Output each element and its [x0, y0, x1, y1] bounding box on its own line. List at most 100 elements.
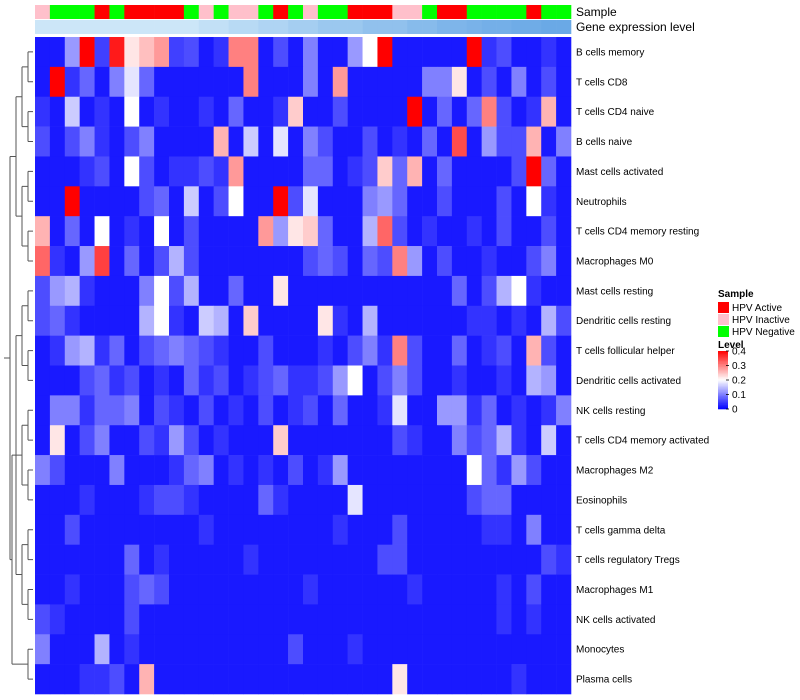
heatmap-cell [392, 335, 408, 366]
heatmap-cell [35, 275, 51, 307]
heatmap-cell [556, 96, 572, 127]
heatmap-cell [332, 246, 348, 277]
heatmap-cell [556, 156, 572, 187]
heatmap-cell [169, 335, 185, 366]
heatmap-cell [392, 246, 408, 277]
heatmap-cell [392, 126, 408, 157]
level-legend-tick-label: 0.1 [732, 390, 746, 401]
heatmap-cell [169, 96, 185, 127]
heatmap-cell [94, 37, 110, 68]
heatmap-cell [35, 634, 51, 665]
heatmap-cell [258, 275, 274, 307]
heatmap-cell [481, 335, 497, 366]
row-label: Mast cells resting [576, 286, 653, 297]
expression-annotation-cell [332, 20, 348, 34]
heatmap-cell [139, 634, 155, 665]
heatmap-cell [556, 544, 572, 575]
expression-annotation-cell [466, 20, 482, 34]
heatmap-cell [198, 37, 214, 68]
heatmap-cell [64, 335, 80, 366]
heatmap-cell [258, 574, 274, 605]
heatmap-cell [228, 604, 244, 635]
heatmap-cell [317, 37, 334, 68]
heatmap-cell [377, 365, 393, 396]
heatmap-cell [288, 186, 304, 217]
heatmap-cell [541, 514, 557, 545]
heatmap-cell [556, 574, 572, 605]
heatmap-cell [213, 305, 229, 336]
heatmap-cell [139, 455, 155, 486]
heatmap-cell [451, 156, 468, 187]
heatmap-cell [496, 156, 512, 187]
heatmap-cell [109, 664, 125, 695]
heatmap-cell [422, 37, 438, 68]
heatmap-cell [407, 604, 423, 635]
heatmap-cell [466, 126, 482, 157]
heatmap-cell [213, 544, 229, 575]
heatmap-cell [317, 156, 334, 187]
heatmap-cell [79, 574, 95, 605]
heatmap-cell [332, 126, 348, 157]
expression-annotation-cell [347, 20, 363, 34]
heatmap-cell [124, 455, 140, 486]
heatmap-cell [49, 664, 66, 695]
heatmap-cell [303, 544, 319, 575]
sample-annotation-cell [392, 5, 408, 19]
heatmap-cell [347, 425, 363, 456]
heatmap-cell [258, 335, 274, 366]
heatmap-cell [183, 246, 200, 277]
heatmap-cell [273, 96, 289, 127]
heatmap-cell [556, 425, 572, 456]
heatmap-cell [303, 246, 319, 277]
heatmap-cell [124, 574, 140, 605]
heatmap-cell [496, 514, 512, 545]
heatmap-cell [139, 514, 155, 545]
heatmap-cell [198, 335, 214, 366]
heatmap-cell [347, 186, 363, 217]
heatmap-cell [273, 126, 289, 157]
heatmap-cell [183, 156, 200, 187]
level-legend-gradient-step [718, 374, 728, 376]
heatmap-cell [154, 634, 170, 665]
heatmap-cell [169, 66, 185, 98]
heatmap-cell [288, 604, 304, 635]
heatmap-cell [451, 246, 468, 277]
heatmap-cell [183, 275, 200, 307]
heatmap-cell [35, 96, 51, 127]
heatmap-cell [377, 96, 393, 127]
heatmap-cell [213, 604, 229, 635]
heatmap-cell [169, 365, 185, 396]
heatmap-cell [35, 186, 51, 217]
heatmap-cell [303, 216, 319, 247]
heatmap-cell [437, 544, 453, 575]
heatmap-cell [213, 246, 229, 277]
heatmap-cell [35, 574, 51, 605]
heatmap-cell [511, 514, 527, 545]
heatmap-cell [288, 305, 304, 336]
heatmap-cell [407, 96, 423, 127]
expression-annotation-cell [377, 20, 393, 34]
row-label: Dendritic cells resting [576, 316, 671, 327]
heatmap-cell [243, 37, 259, 68]
heatmap-cell [422, 425, 438, 456]
expression-annotation-cell [79, 20, 95, 34]
heatmap-cell [392, 574, 408, 605]
heatmap-cell [526, 425, 542, 456]
heatmap-cell [79, 514, 95, 545]
heatmap-cell [94, 66, 110, 98]
row-label: NK cells resting [576, 406, 645, 417]
expression-annotation-cell [288, 20, 304, 34]
heatmap-cell [332, 275, 348, 307]
heatmap-cell [496, 604, 512, 635]
heatmap-cell [466, 425, 482, 456]
row-label: Plasma cells [576, 675, 632, 686]
heatmap-cell [511, 305, 527, 336]
sample-legend-swatch [718, 302, 729, 313]
heatmap-cell [451, 634, 468, 665]
heatmap-cell [451, 514, 468, 545]
level-legend-gradient-step [718, 364, 728, 366]
heatmap-cell [228, 246, 244, 277]
heatmap-cell [124, 335, 140, 366]
heatmap-cell [288, 275, 304, 307]
heatmap-cell [213, 216, 229, 247]
